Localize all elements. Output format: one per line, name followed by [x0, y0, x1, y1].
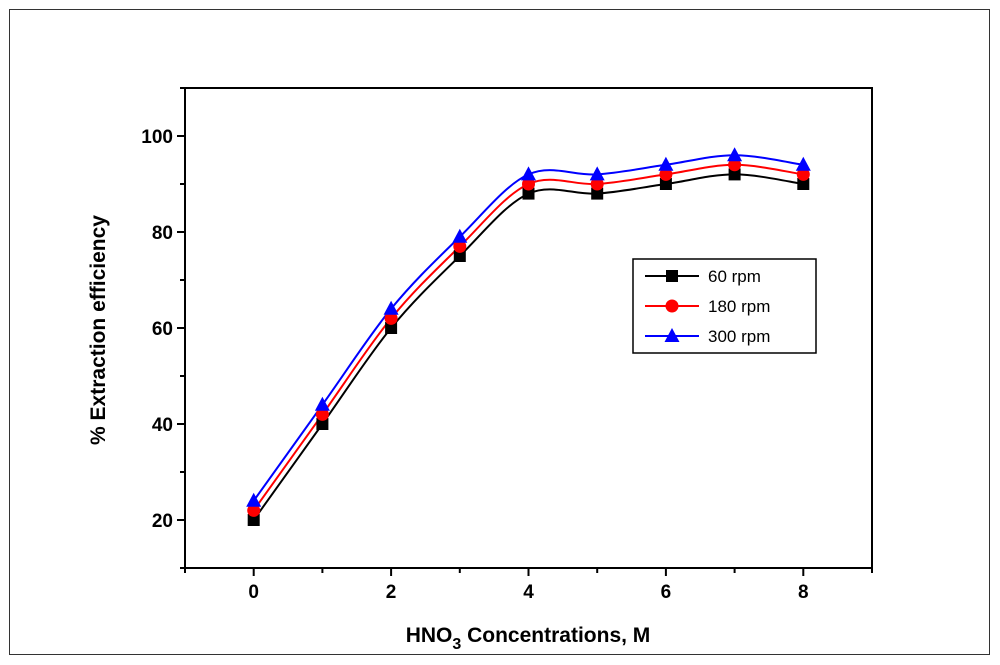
data-point	[797, 178, 810, 190]
data-point	[589, 166, 605, 181]
y-axis-title: % Extraction efficiency	[87, 215, 110, 445]
data-point	[315, 407, 329, 421]
legend-label: 180 rpm	[708, 297, 770, 316]
legend-label: 300 rpm	[708, 327, 770, 346]
data-point	[453, 250, 466, 262]
legend-marker	[665, 299, 679, 313]
y-tick-label: 60	[152, 319, 173, 340]
data-point	[658, 156, 674, 171]
y-tick-label: 100	[141, 127, 173, 148]
data-point	[384, 311, 398, 325]
data-point	[247, 514, 260, 526]
data-point	[659, 167, 673, 181]
data-point	[316, 418, 329, 430]
data-point	[590, 177, 604, 191]
x-tick-label: 6	[661, 582, 672, 603]
series-line-1	[252, 163, 804, 511]
series-line-2	[252, 154, 804, 502]
figure-frame	[9, 9, 990, 655]
x-axis-title: HNO3 Concentrations, M	[406, 624, 651, 653]
x-axis-title-main: HNO	[406, 624, 453, 647]
data-point	[452, 228, 468, 243]
data-point	[521, 166, 536, 181]
data-point	[314, 396, 330, 411]
data-point	[795, 156, 811, 171]
x-axis-title-rest: Concentrations, M	[461, 624, 650, 647]
x-tick-label: 8	[798, 582, 809, 603]
series-line-0	[252, 173, 804, 521]
x-tick-label: 0	[248, 582, 259, 603]
legend-marker	[666, 270, 678, 282]
y-tick-label: 80	[152, 223, 173, 244]
legend-label: 60 rpm	[708, 267, 761, 286]
data-point	[728, 168, 741, 181]
x-tick-label: 2	[386, 582, 397, 603]
data-point	[246, 492, 262, 507]
x-axis-title-subscript: 3	[452, 636, 461, 653]
legend: 60 rpm 180 rpm 300 rpm	[632, 258, 817, 354]
data-point	[591, 187, 604, 200]
y-tick-label: 20	[152, 511, 173, 532]
data-point	[522, 177, 535, 191]
data-point	[728, 158, 742, 172]
y-tick-label: 40	[152, 415, 173, 436]
data-point	[247, 503, 261, 517]
legend-marker	[664, 328, 680, 342]
data-point	[383, 300, 399, 315]
data-point	[522, 187, 535, 200]
data-point	[659, 178, 672, 190]
x-tick-label: 4	[523, 582, 534, 603]
data-point	[385, 322, 398, 334]
data-point	[727, 147, 743, 162]
data-point	[453, 239, 467, 253]
data-point	[796, 167, 810, 181]
